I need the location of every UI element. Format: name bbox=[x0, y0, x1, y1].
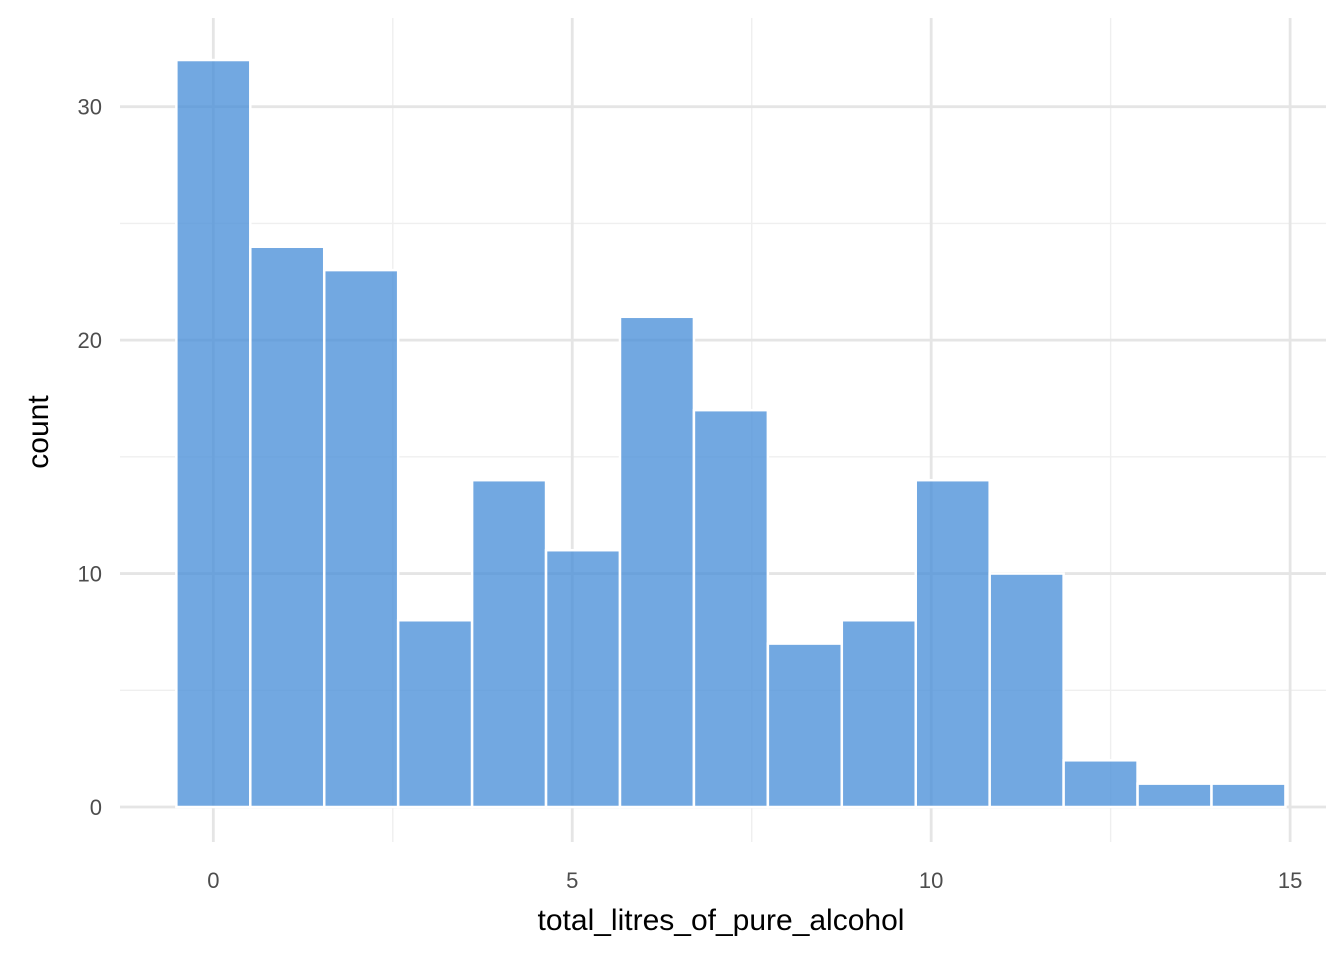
histogram-bars bbox=[175, 58, 1287, 809]
histogram-bar bbox=[322, 268, 400, 809]
y-axis-tick-labels: 0 10 20 30 bbox=[78, 95, 102, 820]
histogram-bar bbox=[1062, 759, 1139, 809]
x-axis-title: total_litres_of_pure_alcohol bbox=[538, 904, 905, 937]
histogram-bar bbox=[618, 315, 696, 809]
histogram-bar bbox=[1136, 782, 1213, 809]
x-axis-tick-labels: 0 5 10 15 bbox=[207, 868, 1302, 893]
y-axis-title: count bbox=[22, 395, 55, 469]
histogram-bar bbox=[914, 478, 991, 809]
histogram-bar bbox=[1210, 782, 1287, 809]
histogram-bar bbox=[249, 245, 326, 809]
histogram-bar bbox=[544, 548, 622, 809]
histogram-bar bbox=[840, 618, 917, 809]
y-tick-label: 0 bbox=[90, 795, 102, 820]
x-tick-label: 10 bbox=[919, 868, 943, 893]
x-tick-label: 15 bbox=[1278, 868, 1302, 893]
y-tick-label: 10 bbox=[78, 562, 102, 587]
histogram-bar bbox=[988, 572, 1065, 809]
histogram-bar bbox=[175, 58, 252, 809]
x-tick-label: 5 bbox=[566, 868, 578, 893]
y-tick-label: 20 bbox=[78, 328, 102, 353]
histogram-bar bbox=[692, 408, 770, 809]
histogram-bar bbox=[766, 642, 844, 809]
histogram-bar bbox=[470, 478, 548, 809]
y-tick-label: 30 bbox=[78, 95, 102, 120]
x-tick-label: 0 bbox=[207, 868, 219, 893]
histogram-bar bbox=[396, 618, 474, 809]
